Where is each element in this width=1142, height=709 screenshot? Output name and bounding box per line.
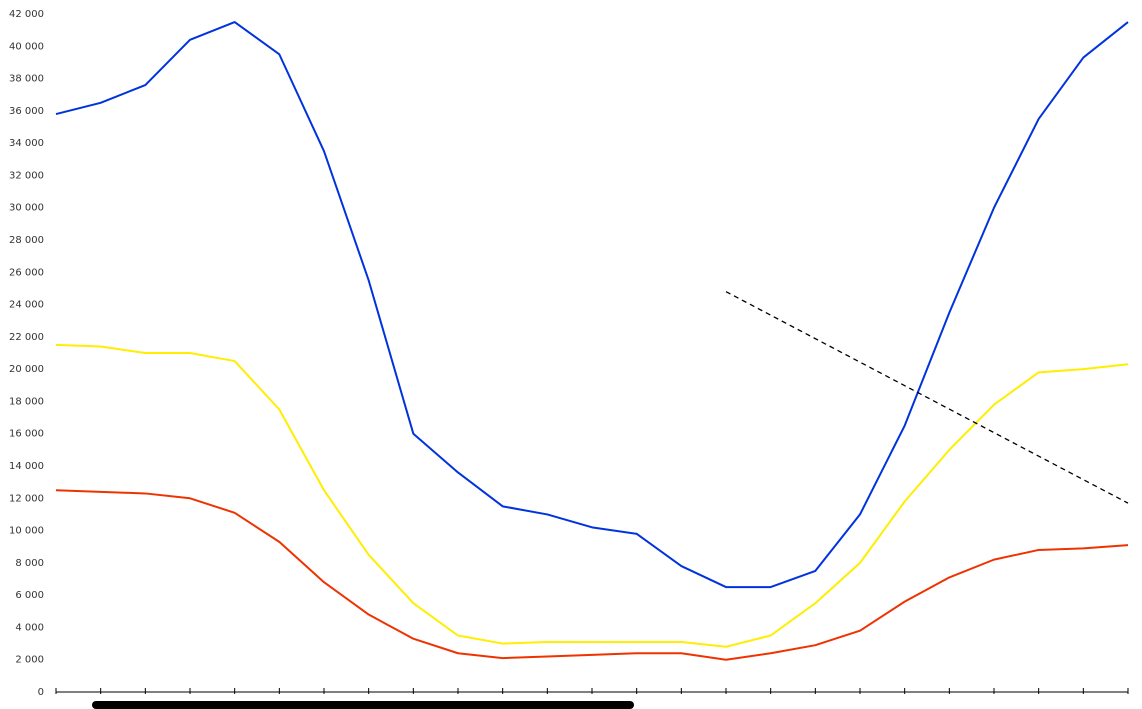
y-tick-label: 8 000 [15,558,44,569]
y-tick-label: 20 000 [9,364,44,375]
y-tick-label: 28 000 [9,235,44,246]
y-tick-label: 2 000 [15,655,44,666]
y-tick-label: 38 000 [9,74,44,85]
series-line-3 [55,489,1129,661]
y-axis: 0 2 000 4 000 6 000 8 000 10 000 12 000 14 000 1… [9,9,44,698]
y-tick-label: 26 000 [9,267,44,278]
series-group [55,21,1129,661]
y-tick-label: 4 000 [15,622,44,633]
y-tick-label: 18 000 [9,396,44,407]
series-line-2 [55,343,1129,648]
y-tick-label: 30 000 [9,203,44,214]
y-tick-label: 34 000 [9,138,44,149]
y-tick-label: 12 000 [9,493,44,504]
y-tick-label: 42 000 [9,9,44,20]
y-tick-label: 16 000 [9,429,44,440]
y-tick-label: 40 000 [9,41,44,52]
y-tick-label: 32 000 [9,170,44,181]
y-tick-label: 0 [38,687,44,698]
y-tick-label: 6 000 [15,590,44,601]
horizontal-scrollbar[interactable] [92,701,634,709]
x-axis [55,688,1129,694]
y-tick-label: 36 000 [9,106,44,117]
y-tick-label: 22 000 [9,332,44,343]
series-line-1 [55,21,1129,589]
y-tick-label: 14 000 [9,461,44,472]
trendline-group [725,291,1129,504]
dashed-trendline [725,291,1129,504]
y-tick-label: 24 000 [9,300,44,311]
y-tick-label: 10 000 [9,526,44,537]
